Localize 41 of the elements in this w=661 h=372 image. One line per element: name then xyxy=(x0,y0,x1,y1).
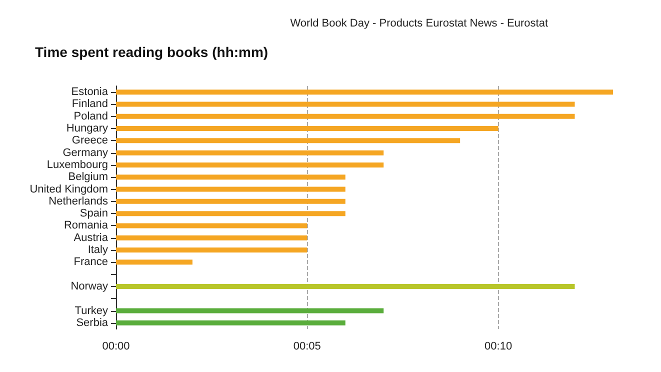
bar xyxy=(116,138,460,144)
bar xyxy=(116,174,346,180)
y-tick-label: Finland xyxy=(72,98,108,110)
x-tick-label: 00:10 xyxy=(484,340,512,352)
y-tick-label: Romania xyxy=(64,220,109,232)
y-tick-label: Poland xyxy=(74,110,108,122)
text: World Book Day - Products Eurostat News - Eurostat xyxy=(290,18,548,30)
y-tick-label: Belgium xyxy=(68,171,108,184)
bar xyxy=(116,223,308,228)
bar xyxy=(116,320,346,326)
bar xyxy=(116,162,384,168)
bar xyxy=(116,248,308,253)
y-tick-label: Estonia xyxy=(71,86,109,98)
y-tick-label: Turkey xyxy=(74,304,108,317)
bar xyxy=(116,260,192,265)
bar xyxy=(116,284,575,289)
y-tick-label: Luxembourg xyxy=(46,158,108,171)
bar xyxy=(116,102,575,107)
bar xyxy=(116,198,346,204)
y-tick-label: Germany xyxy=(62,146,108,159)
y-tick-label: Italy xyxy=(88,244,108,256)
bar xyxy=(116,126,498,132)
chart-title: Time spent reading books (hh:mm) xyxy=(35,44,268,60)
bar xyxy=(116,235,308,240)
y-tick-label: Netherlands xyxy=(48,195,108,208)
bar xyxy=(116,90,613,95)
bar xyxy=(116,308,384,314)
y-tick-label: Spain xyxy=(80,208,108,220)
bar xyxy=(116,114,575,119)
y-tick-label: Norway xyxy=(70,280,108,292)
bar xyxy=(116,211,346,216)
x-tick-label: 00:05 xyxy=(293,340,321,352)
y-tick-label: France xyxy=(74,256,108,268)
x-tick-label: 00:00 xyxy=(102,340,130,352)
y-tick-label: Serbia xyxy=(76,316,109,329)
bar xyxy=(116,186,346,192)
y-tick-label: Greece xyxy=(72,134,108,147)
bar xyxy=(116,150,384,156)
y-tick-label: Austria xyxy=(74,232,109,244)
y-tick-label: Hungary xyxy=(66,122,108,135)
y-tick-label: United Kingdom xyxy=(30,183,108,196)
